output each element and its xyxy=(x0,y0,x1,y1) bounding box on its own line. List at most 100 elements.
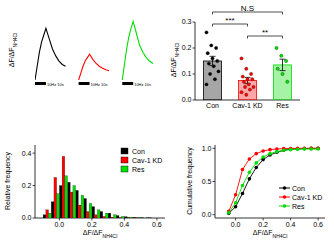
data-point xyxy=(276,67,279,70)
y-tick xyxy=(193,74,196,75)
histogram-bar xyxy=(95,215,98,218)
histogram-bar xyxy=(119,217,122,218)
marker xyxy=(316,147,320,151)
label-sub: NH4Cl xyxy=(12,33,18,48)
data-point xyxy=(245,93,248,96)
series-line xyxy=(229,148,318,211)
histogram-bar xyxy=(135,217,138,218)
series-line xyxy=(35,28,66,80)
label-main: ΔF/ΔF xyxy=(253,229,273,236)
y-tick xyxy=(33,153,36,154)
y-tick xyxy=(33,218,36,219)
y-tick-label: 0.0 xyxy=(202,211,212,218)
histogram-bar xyxy=(124,217,127,218)
error-cap xyxy=(280,59,286,60)
y-tick-label: 0.0 xyxy=(182,96,192,103)
histogram-bar xyxy=(127,217,130,218)
label-sub: NH4Cl xyxy=(103,233,118,239)
x-tick-label: 0.0 xyxy=(231,221,241,228)
y-axis xyxy=(35,145,36,218)
data-point xyxy=(245,67,248,70)
histogram-bar xyxy=(138,217,141,218)
marker xyxy=(248,170,252,174)
data-point xyxy=(214,46,217,49)
marker xyxy=(289,148,293,152)
panel: 0.00.20.40.00.20.40.6ConCav-1 KDResRelat… xyxy=(4,145,165,239)
legend-label: Con xyxy=(132,148,145,155)
histogram-bar xyxy=(51,202,54,218)
x-tick-label: 0.6 xyxy=(313,221,323,228)
significance-label: *** xyxy=(225,16,234,25)
data-point xyxy=(284,59,287,62)
y-tick xyxy=(193,22,196,23)
series-line xyxy=(122,21,153,80)
y-tick xyxy=(193,100,196,101)
marker xyxy=(309,147,313,151)
histogram-bar xyxy=(97,210,100,218)
plot-area xyxy=(204,31,292,100)
histogram-bar xyxy=(133,217,136,218)
series-line xyxy=(229,148,318,213)
data-point xyxy=(212,65,215,68)
marker xyxy=(261,149,265,153)
panel: 0.00.10.20.3ConCav-1 KDResN.S*****ΔF/ΔFN… xyxy=(170,4,300,110)
legend-label: Res xyxy=(132,166,145,173)
data-point xyxy=(210,44,213,47)
stimulus-bar xyxy=(122,82,133,85)
x-axis-title: ΔF/ΔFNH4Cl xyxy=(253,229,288,239)
legend-marker xyxy=(283,204,287,208)
histogram-bar xyxy=(73,186,76,218)
histogram-bar xyxy=(49,213,52,218)
histogram-bar xyxy=(108,213,111,218)
y-tick-label: 0.3 xyxy=(182,18,192,25)
data-point xyxy=(281,72,284,75)
histogram-bar xyxy=(114,215,117,218)
histogram-bar xyxy=(143,218,146,219)
histogram-bar xyxy=(81,195,84,218)
stimulus-label: 10Hz 10s xyxy=(91,82,108,87)
histogram-bar xyxy=(141,217,144,218)
data-point xyxy=(275,46,278,49)
marker xyxy=(241,168,245,172)
histogram-bar xyxy=(54,177,57,218)
marker xyxy=(248,177,252,181)
data-point xyxy=(246,78,249,81)
series-line xyxy=(79,54,110,80)
data-point xyxy=(208,72,211,75)
y-tick xyxy=(213,214,216,215)
x-tick-label: 0.2 xyxy=(258,221,268,228)
marker xyxy=(227,211,231,215)
data-point xyxy=(251,78,254,81)
histogram-bar xyxy=(92,207,95,218)
marker xyxy=(303,147,307,151)
data-point xyxy=(240,57,243,60)
marker xyxy=(275,151,279,155)
x-axis xyxy=(215,218,325,219)
marker xyxy=(289,148,293,152)
y-tick-label: 0.4 xyxy=(22,150,32,157)
data-point xyxy=(240,91,243,94)
marker xyxy=(309,147,313,151)
histogram-bar xyxy=(103,216,106,218)
legend-swatch xyxy=(121,166,128,172)
y-tick-label: 0.2 xyxy=(182,44,192,51)
series-line xyxy=(229,149,318,213)
marker xyxy=(241,184,245,188)
data-point xyxy=(206,52,209,55)
histogram-bar xyxy=(46,210,49,218)
data-point xyxy=(249,72,252,75)
data-point xyxy=(217,70,220,73)
marker xyxy=(268,152,272,156)
marker xyxy=(296,147,300,151)
y-tick-label: 0.0 xyxy=(22,214,32,221)
legend: ConCav-1 KDRes xyxy=(121,148,162,173)
y-axis-title: ΔF/ΔFNH4Cl xyxy=(170,43,180,78)
y-axis xyxy=(195,22,196,100)
category-label: Con xyxy=(206,102,219,109)
y-tick xyxy=(193,48,196,49)
data-point xyxy=(213,78,216,81)
marker xyxy=(241,192,245,196)
marker xyxy=(303,147,307,151)
x-tick-label: 0.6 xyxy=(152,221,162,228)
y-tick-label: 0.2 xyxy=(22,182,32,189)
